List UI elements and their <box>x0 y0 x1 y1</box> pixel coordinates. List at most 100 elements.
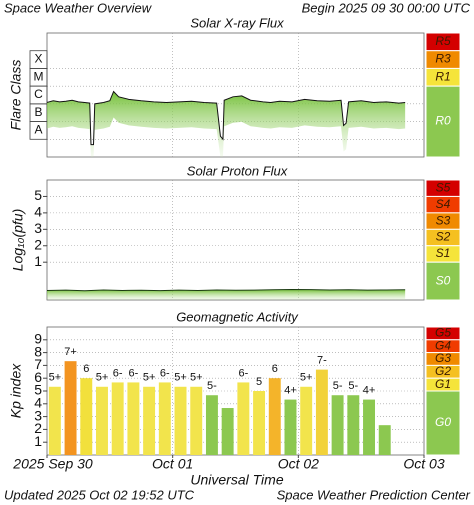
y-tick-label: A <box>34 123 42 137</box>
scale-label: G2 <box>435 364 451 378</box>
bar-label: 5+ <box>190 372 203 384</box>
y-tick-label: 2 <box>34 236 42 252</box>
kp-bar <box>174 386 187 455</box>
y-tick-label: C <box>34 87 43 101</box>
kp-bar <box>315 369 328 455</box>
scale-label: S2 <box>436 230 451 244</box>
y-axis-label: Log₁₀(pfu) <box>10 209 26 271</box>
bar-label: 6- <box>160 367 170 379</box>
bar-label: 5 <box>256 376 262 388</box>
scale-label: G1 <box>435 377 451 391</box>
y-tick-label: 4 <box>34 204 42 220</box>
scale-label: S4 <box>436 197 451 211</box>
scale-label: R1 <box>435 69 450 83</box>
bar-label: 7- <box>317 355 327 367</box>
bar-label: 6 <box>272 363 278 375</box>
class-box <box>29 50 48 69</box>
kp-bar <box>268 378 281 455</box>
x-tick-label: 2025 Sep 30 <box>12 456 93 472</box>
kp-bar <box>80 378 93 455</box>
kp-bar <box>64 361 77 455</box>
kp-bar <box>378 425 391 455</box>
bar-label: 4+ <box>363 384 376 396</box>
kp-bar <box>300 386 313 455</box>
bar-label: 6 <box>83 363 89 375</box>
bar-label: 5+ <box>174 372 187 384</box>
x-axis-label: Universal Time <box>190 472 283 488</box>
y-tick-label: 9 <box>34 331 42 347</box>
kp-bar <box>158 382 171 455</box>
y-tick-label: 8 <box>34 343 42 359</box>
flux-shade <box>47 91 406 157</box>
scale-level <box>425 261 461 301</box>
kp-bar <box>253 391 266 455</box>
bar-label: 5- <box>207 380 217 392</box>
scale-label: G0 <box>435 415 451 429</box>
bar-label: 5- <box>333 380 343 392</box>
bar-label: 5- <box>348 380 358 392</box>
scale-label: S5 <box>436 180 451 194</box>
bar-label: 5+ <box>143 372 156 384</box>
y-tick-label: 1 <box>34 253 42 269</box>
scale-label: R0 <box>435 114 451 128</box>
scale-label: G3 <box>435 351 451 365</box>
bar-label: 6- <box>238 367 248 379</box>
scale-label: G4 <box>435 338 451 352</box>
x-tick-label: Oct 03 <box>403 456 444 472</box>
scale-label: R5 <box>435 34 451 48</box>
scale-level <box>425 390 461 456</box>
scale-level <box>425 85 461 158</box>
x-tick-label: Oct 01 <box>152 456 193 472</box>
y-tick-label: 5 <box>34 382 42 398</box>
y-tick-label: 4 <box>34 395 42 411</box>
bar-label: 5+ <box>300 372 313 384</box>
kp-bar <box>111 382 124 455</box>
begin-time: Begin 2025 09 30 00:00 UTC <box>302 0 471 15</box>
y-tick-label: M <box>34 69 44 83</box>
y-tick-label: 5 <box>34 187 42 203</box>
flux-line <box>46 288 406 292</box>
bar-label: 6- <box>129 367 139 379</box>
scale-label: S0 <box>436 273 451 287</box>
scale-label: G5 <box>435 326 451 340</box>
kp-bar <box>331 395 344 455</box>
updated-time: Updated 2025 Oct 02 19:52 UTC <box>4 487 195 502</box>
kp-bar <box>284 399 297 455</box>
kp-bar <box>96 386 108 455</box>
kp-bar <box>143 386 156 455</box>
y-tick-label: 1 <box>34 433 42 449</box>
page-title: Space Weather Overview <box>4 0 153 15</box>
flux-line <box>46 90 406 146</box>
flux-shade <box>47 289 406 300</box>
scale-label: S1 <box>436 246 451 260</box>
scale-label: R3 <box>435 52 451 66</box>
y-tick-label: B <box>34 105 42 119</box>
y-tick-label: 2 <box>34 420 42 436</box>
y-tick-label: 6 <box>34 369 42 385</box>
kp-bar <box>237 382 250 455</box>
bar-label: 5+ <box>49 372 62 384</box>
kp-bar <box>127 382 140 455</box>
kp-bar <box>347 395 360 455</box>
panel-title: Geomagnetic Activity <box>176 309 299 324</box>
kp-bar <box>363 399 375 455</box>
scale-label: S3 <box>436 213 451 227</box>
y-axis-label: Flare Class <box>8 60 24 131</box>
kp-bar <box>205 395 218 455</box>
bar-label: 5+ <box>96 372 109 384</box>
y-axis-label: Kp index <box>8 363 24 418</box>
y-tick-label: X <box>34 52 42 66</box>
bar-label: 7+ <box>64 346 77 358</box>
panel-title: Solar X-ray Flux <box>190 15 284 30</box>
x-tick-label: Oct 02 <box>278 456 319 472</box>
kp-bar <box>190 386 203 455</box>
kp-bar <box>48 386 61 455</box>
kp-bar <box>221 408 234 455</box>
y-tick-label: 3 <box>34 220 42 236</box>
y-tick-label: 3 <box>34 407 42 423</box>
source: Space Weather Prediction Center <box>277 487 471 502</box>
y-tick-label: 7 <box>34 356 42 372</box>
bar-label: 4+ <box>284 384 297 396</box>
